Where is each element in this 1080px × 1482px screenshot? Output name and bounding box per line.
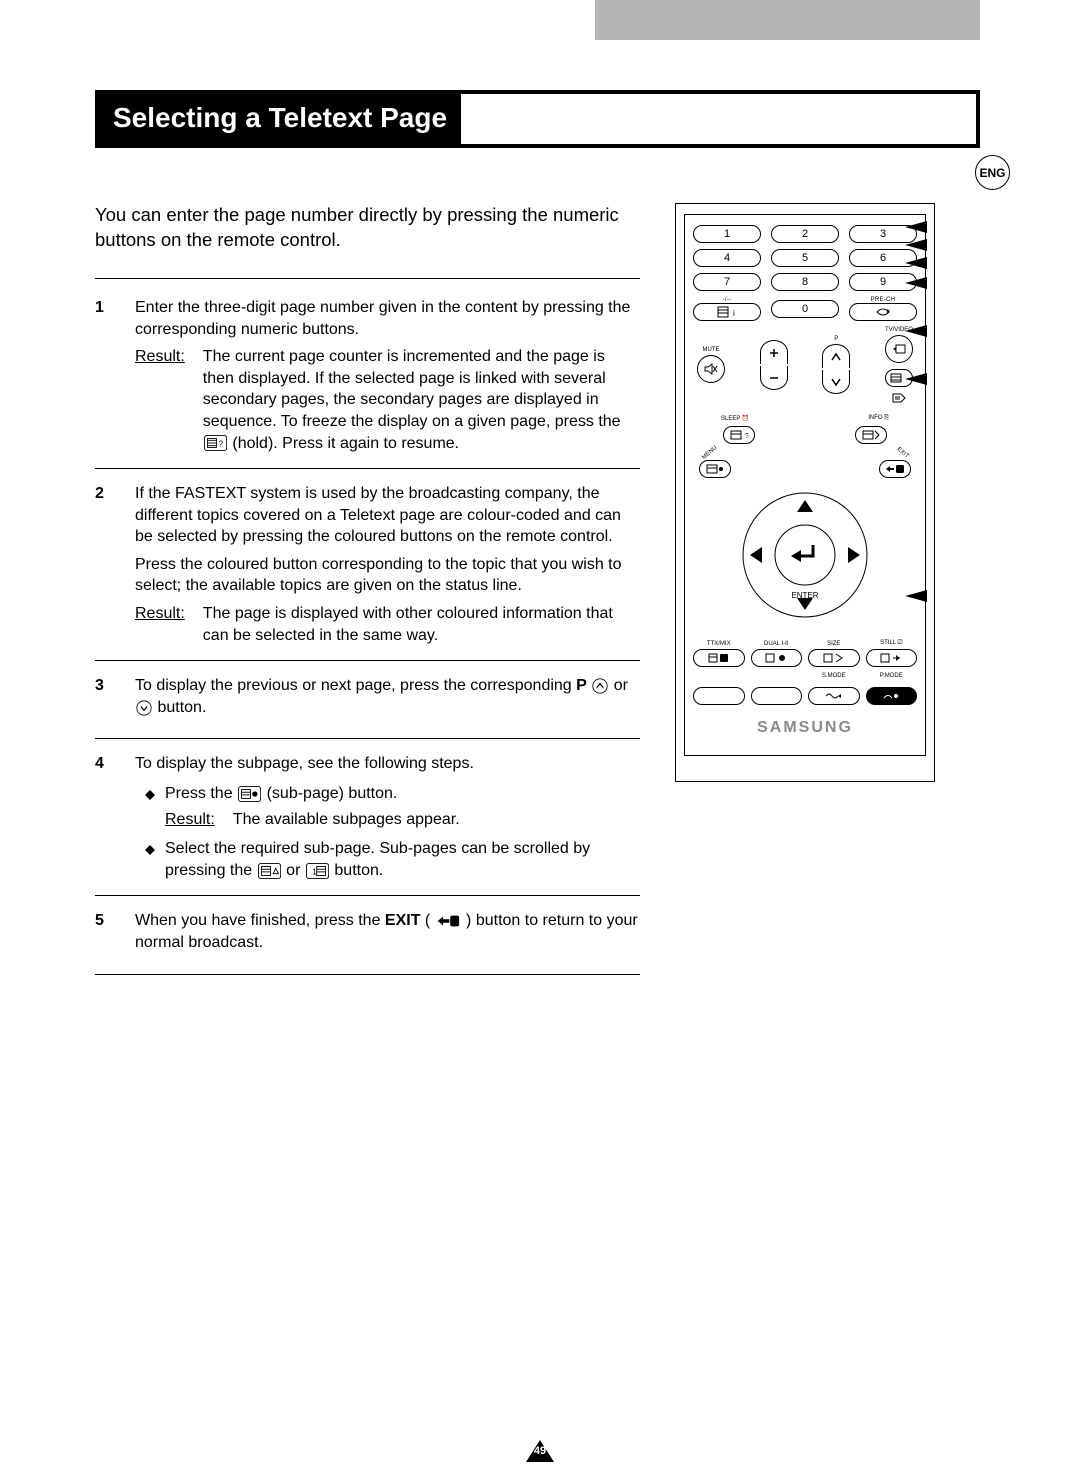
vol-down-button[interactable] xyxy=(760,366,788,390)
menu-button[interactable] xyxy=(699,460,731,478)
page-up-icon xyxy=(258,863,281,879)
step-1: 1 Enter the three-digit page number give… xyxy=(95,297,640,469)
num-button[interactable]: 5 xyxy=(771,249,839,267)
row-label: TTX/MIX xyxy=(693,641,745,647)
still-button[interactable] xyxy=(866,649,918,667)
step-number: 2 xyxy=(95,483,115,646)
exit-icon xyxy=(436,913,461,929)
mute-button[interactable] xyxy=(697,355,725,383)
ch-up-button[interactable] xyxy=(822,344,850,368)
result-text: The page is displayed with other coloure… xyxy=(203,603,640,646)
pmode-label: P.MODE xyxy=(866,673,918,679)
step-2: 2 If the FASTEXT system is used by the b… xyxy=(95,483,640,661)
step-5: 5 When you have finished, press the EXIT… xyxy=(95,910,640,974)
size-button[interactable] xyxy=(808,649,860,667)
tvvideo-button[interactable] xyxy=(885,335,913,363)
ch-down-button[interactable] xyxy=(822,370,850,394)
step-number: 1 xyxy=(95,297,115,454)
tag-icon xyxy=(892,393,906,403)
remote-control: 1 2 3 4 5 6 7 8 9 -/-- i xyxy=(675,203,935,782)
ttx-button[interactable] xyxy=(693,649,745,667)
prech-button[interactable] xyxy=(849,303,917,321)
exit-button[interactable] xyxy=(879,460,911,478)
result-label: Result: xyxy=(135,603,185,646)
step-text: Enter the three-digit page number given … xyxy=(135,297,640,340)
row-label: DUAL I-II xyxy=(751,641,803,647)
dash-button[interactable]: i xyxy=(693,303,761,321)
info-label: INFO ⎘ xyxy=(868,415,889,422)
nav-right[interactable] xyxy=(848,547,860,563)
nav-left[interactable] xyxy=(750,547,762,563)
enter-button[interactable] xyxy=(791,545,813,562)
num-button[interactable]: 7 xyxy=(693,273,761,291)
diamond-icon xyxy=(145,840,155,850)
sleep-button[interactable]: ? xyxy=(723,426,755,444)
num-button[interactable]: 1 xyxy=(693,225,761,243)
row-label: SIZE xyxy=(808,641,860,647)
pmode-button[interactable] xyxy=(866,687,918,705)
sleep-label: SLEEP ⏰ xyxy=(721,415,749,422)
smode-label: S.MODE xyxy=(808,673,860,679)
hold-icon: ? xyxy=(204,435,227,451)
brand-label: SAMSUNG xyxy=(693,719,917,737)
dual-button[interactable] xyxy=(751,649,803,667)
vol-up-button[interactable] xyxy=(760,340,788,364)
nav-up[interactable] xyxy=(797,500,813,512)
result-label: Result: xyxy=(135,346,185,454)
page-number: 49 xyxy=(526,1445,554,1457)
enter-label: ENTER xyxy=(791,591,818,600)
page-marker: 49 xyxy=(526,1440,554,1457)
lang-badge: ENG xyxy=(975,155,1010,190)
num-button[interactable]: 2 xyxy=(771,225,839,243)
svg-text:?: ? xyxy=(745,433,748,440)
down-icon xyxy=(136,700,152,716)
step-text-2: Press the coloured button corresponding … xyxy=(135,554,640,597)
num-button[interactable]: 8 xyxy=(771,273,839,291)
result-text: The available subpages appear. xyxy=(233,809,640,831)
intro-text: You can enter the page number directly b… xyxy=(95,203,640,253)
diamond-icon xyxy=(145,785,155,795)
step-text: To display the subpage, see the followin… xyxy=(135,753,640,775)
title-box: Selecting a Teletext Page xyxy=(95,90,980,148)
nav-pad: ENTER xyxy=(693,480,917,630)
step-text: When you have finished, press the EXIT (… xyxy=(135,910,640,953)
menu-label: MENU xyxy=(701,445,718,461)
result-label: Result: xyxy=(165,809,215,831)
p-label: P xyxy=(834,336,838,342)
info-button[interactable] xyxy=(855,426,887,444)
sub-item: Select the required sub-page. Sub-pages … xyxy=(145,838,640,881)
svg-text:?: ? xyxy=(218,440,223,449)
step-number: 4 xyxy=(95,753,115,881)
exit-label: EXIT xyxy=(895,446,909,459)
step-4: 4 To display the subpage, see the follow… xyxy=(95,753,640,896)
svg-text:i: i xyxy=(733,309,735,318)
subpage-icon xyxy=(238,786,261,802)
num-button[interactable]: 0 xyxy=(771,300,839,318)
smode-button[interactable] xyxy=(808,687,860,705)
color-button-green[interactable] xyxy=(751,687,803,705)
up-icon xyxy=(592,678,608,694)
step-number: 3 xyxy=(95,675,115,724)
mute-label: MUTE xyxy=(703,347,720,353)
num-button[interactable]: 4 xyxy=(693,249,761,267)
step-text: To display the previous or next page, pr… xyxy=(135,675,640,718)
step-text: If the FASTEXT system is used by the bro… xyxy=(135,483,640,548)
step-3: 3 To display the previous or next page, … xyxy=(95,675,640,739)
page-down-icon: 1 xyxy=(306,863,329,879)
sub-item: Press the (sub-page) button. Result: The… xyxy=(145,783,640,830)
row-label: STILL ⎚ xyxy=(866,640,918,647)
color-button-red[interactable] xyxy=(693,687,745,705)
page-title: Selecting a Teletext Page xyxy=(99,94,461,144)
step-number: 5 xyxy=(95,910,115,959)
result-text: The current page counter is incremented … xyxy=(203,346,640,454)
